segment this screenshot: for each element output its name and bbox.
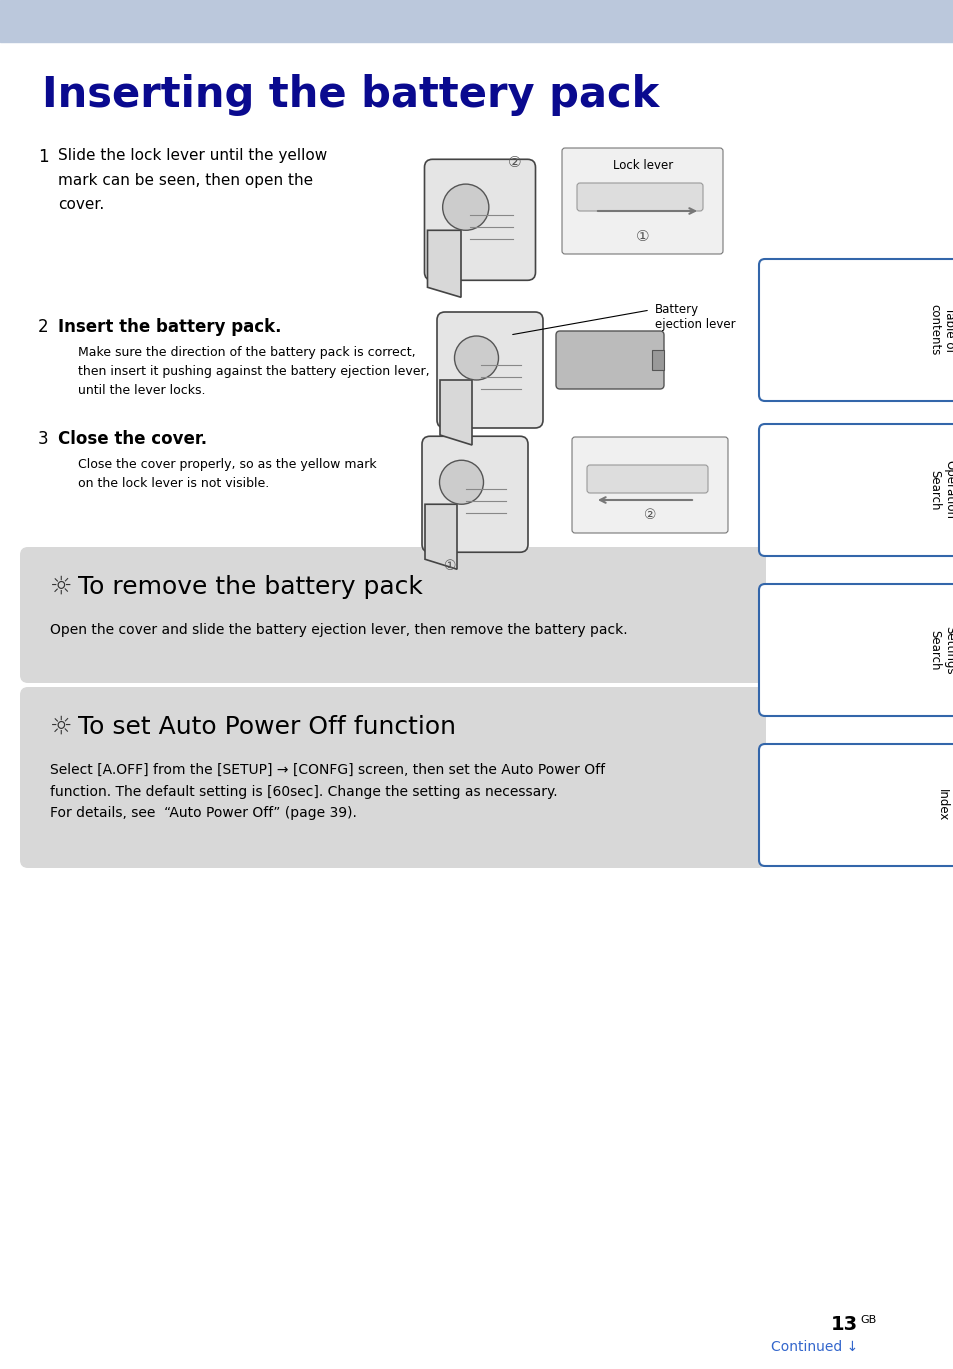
Text: 1: 1	[38, 148, 49, 166]
FancyBboxPatch shape	[20, 548, 765, 683]
Text: ①: ①	[636, 229, 649, 244]
Text: Close the cover properly, so as the yellow mark
on the lock lever is not visible: Close the cover properly, so as the yell…	[78, 459, 376, 490]
FancyBboxPatch shape	[572, 437, 727, 533]
Polygon shape	[439, 381, 472, 445]
Text: 13: 13	[830, 1316, 857, 1333]
Text: ②: ②	[508, 155, 521, 170]
Circle shape	[454, 335, 498, 381]
Text: Open the cover and slide the battery ejection lever, then remove the battery pac: Open the cover and slide the battery eje…	[50, 623, 627, 637]
Text: Index: Index	[935, 789, 947, 821]
Text: Continued ↓: Continued ↓	[770, 1340, 857, 1354]
FancyBboxPatch shape	[421, 437, 527, 552]
FancyBboxPatch shape	[436, 312, 542, 428]
Text: ☼: ☼	[50, 715, 72, 739]
Text: Lock lever: Lock lever	[612, 159, 673, 172]
FancyBboxPatch shape	[586, 465, 707, 493]
FancyBboxPatch shape	[759, 259, 953, 401]
Text: ①: ①	[443, 560, 456, 574]
Circle shape	[442, 183, 488, 230]
Text: Table of
contents: Table of contents	[927, 304, 953, 356]
Text: ②: ②	[643, 508, 656, 522]
Text: Close the cover.: Close the cover.	[58, 430, 207, 448]
FancyBboxPatch shape	[424, 159, 535, 281]
Text: ☼: ☼	[50, 575, 72, 600]
Bar	[651, 350, 663, 370]
FancyBboxPatch shape	[759, 585, 953, 716]
FancyBboxPatch shape	[556, 331, 663, 389]
Text: 2: 2	[38, 318, 49, 335]
FancyBboxPatch shape	[577, 183, 702, 211]
Circle shape	[439, 460, 483, 504]
FancyBboxPatch shape	[20, 687, 765, 868]
Text: Battery
ejection lever: Battery ejection lever	[655, 303, 735, 331]
Text: To set Auto Power Off function: To set Auto Power Off function	[78, 715, 456, 739]
Text: 3: 3	[38, 430, 49, 448]
Text: Slide the lock lever until the yellow
mark can be seen, then open the
cover.: Slide the lock lever until the yellow ma…	[58, 148, 327, 212]
Bar	[0, 0, 953, 42]
FancyBboxPatch shape	[561, 148, 722, 255]
Polygon shape	[424, 504, 456, 570]
Text: Insert the battery pack.: Insert the battery pack.	[58, 318, 281, 335]
Text: Operation
Search: Operation Search	[927, 460, 953, 519]
Text: To remove the battery pack: To remove the battery pack	[78, 575, 422, 600]
Text: GB: GB	[859, 1316, 876, 1325]
FancyBboxPatch shape	[759, 424, 953, 556]
Polygon shape	[427, 230, 460, 297]
Text: Settings
Search: Settings Search	[927, 626, 953, 675]
Text: Inserting the battery pack: Inserting the battery pack	[42, 74, 659, 116]
Text: Make sure the direction of the battery pack is correct,
then insert it pushing a: Make sure the direction of the battery p…	[78, 346, 429, 397]
FancyBboxPatch shape	[759, 743, 953, 867]
Text: Select [A.OFF] from the [SETUP] → [CONFG] screen, then set the Auto Power Off
fu: Select [A.OFF] from the [SETUP] → [CONFG…	[50, 763, 604, 820]
